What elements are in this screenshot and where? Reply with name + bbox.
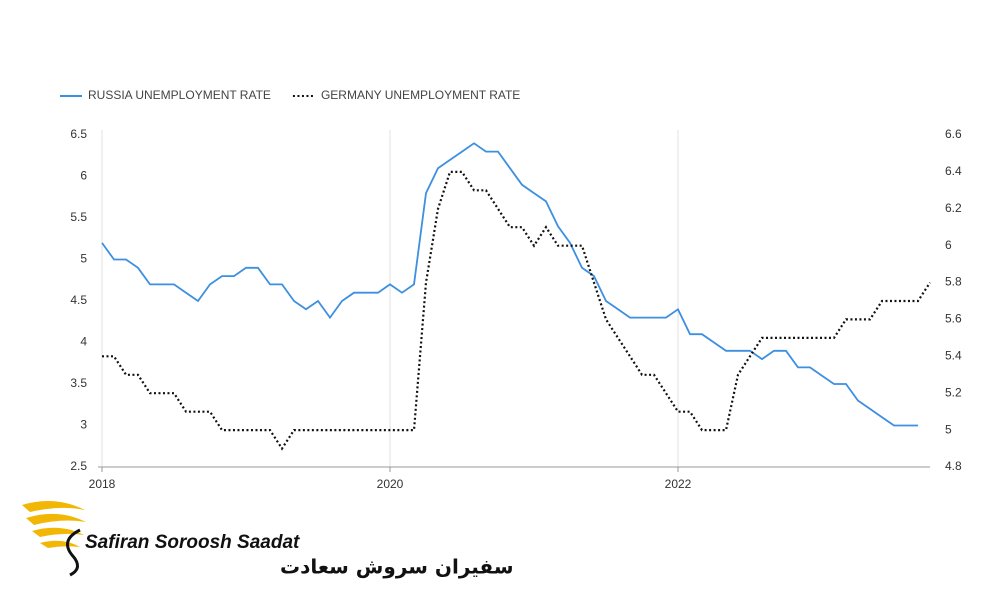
x-tick-label: 2022 <box>665 477 692 491</box>
y2-tick-label: 5.6 <box>945 312 962 326</box>
y-tick-label: 6 <box>80 169 87 183</box>
y2-tick-label: 6 <box>945 238 952 252</box>
legend-label: GERMANY UNEMPLOYMENT RATE <box>321 88 520 102</box>
y-tick-label: 2.5 <box>70 459 87 473</box>
legend-label: RUSSIA UNEMPLOYMENT RATE <box>88 88 271 102</box>
y2-tick-label: 6.6 <box>945 127 962 141</box>
logo-name: Safiran Soroosh Saadat <box>85 532 300 553</box>
logo-swoosh <box>66 528 81 577</box>
y2-tick-label: 6.4 <box>945 164 962 178</box>
x-tick-label: 2020 <box>377 477 404 491</box>
y-tick-label: 6.5 <box>70 127 87 141</box>
series-line <box>102 170 931 451</box>
y2-tick-label: 5.4 <box>945 349 962 363</box>
logo-name-fa: سفیران سروش سعادت <box>280 555 514 579</box>
y-tick-label: 3.5 <box>70 376 87 390</box>
y-tick-label: 5.5 <box>70 210 87 224</box>
x-tick-label: 2018 <box>89 477 116 491</box>
y2-tick-label: 5 <box>945 422 952 436</box>
y2-tick-label: 5.8 <box>945 275 962 289</box>
series-line <box>101 142 918 427</box>
y-tick-label: 5 <box>80 252 87 266</box>
logo-icon <box>22 501 86 548</box>
y-tick-label: 4 <box>80 335 87 349</box>
y2-tick-label: 4.8 <box>945 459 962 473</box>
y2-tick-label: 5.2 <box>945 385 962 399</box>
y-tick-label: 3 <box>80 418 87 432</box>
y-tick-label: 4.5 <box>70 293 87 307</box>
y2-tick-label: 6.2 <box>945 201 962 215</box>
